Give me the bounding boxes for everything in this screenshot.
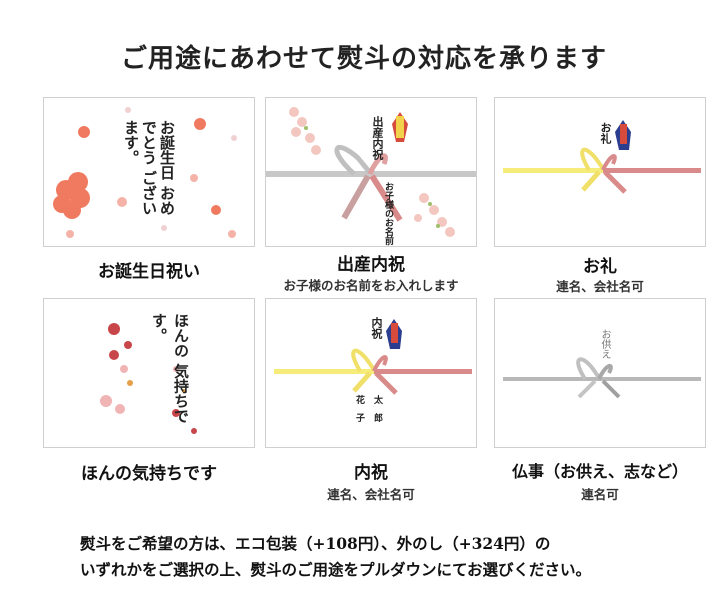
card-text-birth: 出産内祝 (371, 116, 384, 160)
noshi-card-birthday[interactable]: お誕生日 おめでとう ございます。 (43, 97, 255, 247)
card-name-line-2: 子 郎 (356, 414, 384, 424)
card-text-offering: お供え (599, 329, 610, 359)
card-child-name: お子様のお名前 (383, 182, 393, 245)
caption-buddhist: 仏事（お供え、志など） (511, 462, 688, 481)
noshi-ribbon-illustration (266, 107, 476, 237)
card-name-line-1: 花 太 (356, 396, 384, 406)
card-text-return-gift: 内祝 (370, 317, 383, 339)
caption-birthday: お誕生日祝い (98, 262, 200, 282)
caption-return-gift: 内祝 (354, 463, 388, 483)
note-line-2: いずれかをご選択の上、熨斗のご用途をプルダウンにてお選びください。 (80, 560, 592, 579)
caption-birth-return-gift: 出産内祝 (337, 255, 405, 275)
sub-birth-return-gift: お子様のお名前をお入れします (283, 278, 459, 293)
noshi-card-buddhist[interactable]: お供え (494, 298, 706, 448)
note-line-1: 熨斗をご希望の方は、エコ包装（+108円）、外のし（+324円）の (80, 534, 551, 553)
page-title: ご用途にあわせて熨斗の対応を承ります (120, 44, 607, 74)
caption-thanks: お礼 (583, 257, 617, 277)
noshi-card-return-gift[interactable]: 内祝 花 太 子 郎 (265, 298, 477, 448)
birthday-handwriting: お誕生日 おめでとう ございます。 (122, 120, 176, 216)
sub-buddhist: 連名可 (581, 487, 619, 502)
noshi-ribbon-illustration (274, 319, 472, 395)
noshi-card-thanks[interactable]: お礼 (494, 97, 706, 247)
card-text-thanks: お礼 (599, 122, 612, 144)
cherry-blossom-illustration (53, 107, 237, 238)
sub-thanks: 連名、会社名可 (556, 279, 644, 294)
noshi-ribbon-illustration (503, 120, 701, 194)
sub-return-gift: 連名、会社名可 (327, 487, 415, 502)
mourning-ribbon-illustration (503, 357, 701, 399)
small-token-handwriting: ほんの 気持ちです。 (150, 313, 190, 424)
plum-blossom-illustration (100, 323, 197, 434)
noshi-card-small-token[interactable]: ほんの 気持ちです。 (43, 298, 255, 448)
noshi-card-birth-return-gift[interactable]: 出産内祝 お子様のお名前 (265, 97, 477, 247)
caption-small-token: ほんの気持ちです (81, 464, 217, 484)
